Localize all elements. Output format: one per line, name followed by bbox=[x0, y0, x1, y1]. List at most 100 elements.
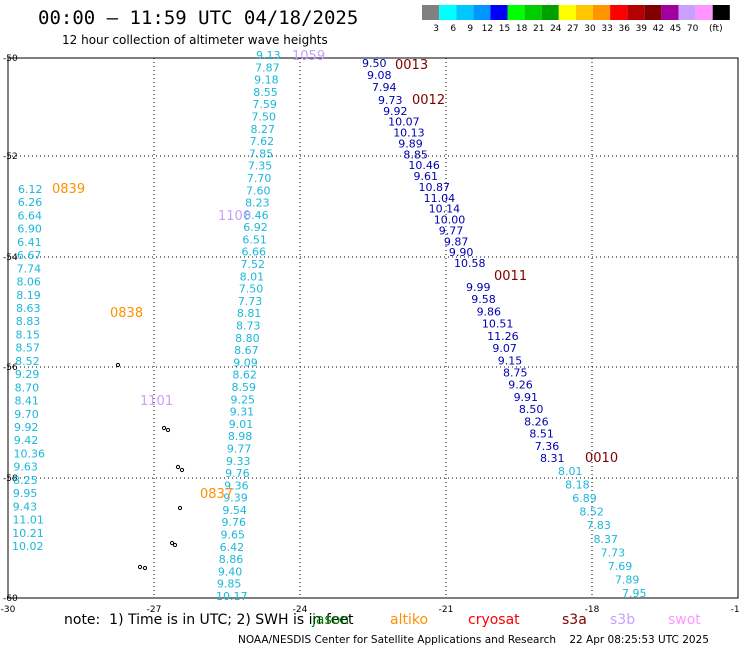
wave-height-value: 9.77 bbox=[227, 442, 252, 455]
wave-height-value: 10.17 bbox=[216, 590, 248, 603]
wave-height-value: 9.85 bbox=[217, 578, 242, 591]
map-subtitle: 12 hour collection of altimeter wave hei… bbox=[62, 33, 328, 47]
wave-height-value: 9.09 bbox=[233, 356, 257, 369]
wave-height-value: 8.52 bbox=[15, 355, 40, 368]
wave-height-value: 7.69 bbox=[608, 560, 633, 573]
legend-tick-label: 24 bbox=[550, 24, 562, 34]
wave-height-value: 6.90 bbox=[17, 223, 42, 236]
pass-time-label: 0839 bbox=[52, 182, 85, 197]
wave-height-value: 10.58 bbox=[454, 257, 486, 270]
pass-time-label: 1101 bbox=[140, 394, 173, 409]
legend-swatch bbox=[678, 5, 696, 20]
wave-height-value: 8.01 bbox=[240, 270, 264, 283]
legend-cryosat: cryosat bbox=[468, 612, 520, 628]
wave-height-value: 7.89 bbox=[615, 573, 640, 586]
wave-height-value: 9.99 bbox=[466, 281, 491, 294]
island-outline bbox=[142, 565, 148, 571]
wave-height-value: 8.63 bbox=[16, 302, 41, 315]
wave-height-value: 9.31 bbox=[230, 406, 255, 419]
wave-height-value: 6.51 bbox=[242, 233, 267, 246]
wave-height-value: 9.43 bbox=[13, 500, 38, 513]
legend-swatch bbox=[712, 5, 730, 20]
wave-height-value: 7.95 bbox=[622, 587, 647, 600]
wave-height-value: 9.58 bbox=[471, 293, 496, 306]
wave-height-value: 7.73 bbox=[601, 546, 626, 559]
island-outline bbox=[175, 464, 181, 470]
wave-height-value: 9.15 bbox=[498, 354, 523, 367]
wave-height-value: 8.15 bbox=[16, 328, 41, 341]
legend-tick-label: 6 bbox=[450, 24, 456, 34]
wave-height-value: 7.83 bbox=[586, 519, 611, 532]
wave-height-value: 8.31 bbox=[540, 452, 565, 465]
lon-tick-label: -30 bbox=[1, 605, 16, 615]
wave-height-value: 9.63 bbox=[13, 461, 38, 474]
lat-tick-label: -60 bbox=[3, 594, 18, 604]
wave-height-value: 7.74 bbox=[17, 262, 41, 275]
legend-tick-label: 42 bbox=[653, 24, 664, 34]
wave-height-value: 9.89 bbox=[398, 137, 423, 150]
wave-height-value: 9.73 bbox=[378, 94, 403, 107]
island-outline bbox=[161, 425, 167, 431]
wave-height-value: 8.25 bbox=[13, 474, 38, 487]
wave-height-value: 7.36 bbox=[535, 440, 560, 453]
wave-height-value: 7.87 bbox=[255, 61, 280, 74]
wave-height-value: 7.50 bbox=[251, 110, 275, 123]
wave-height-value: 9.70 bbox=[14, 408, 39, 421]
legend-tick-label: 36 bbox=[618, 24, 630, 34]
wave-height-value: 9.50 bbox=[362, 57, 387, 70]
wave-height-value: 9.18 bbox=[254, 74, 279, 87]
legend-swatch bbox=[490, 5, 508, 20]
legend-tick-label: 27 bbox=[567, 24, 578, 34]
wave-height-value: 10.07 bbox=[388, 116, 420, 129]
legend-tick-label: 18 bbox=[516, 24, 528, 34]
wave-height-value: 9.36 bbox=[224, 479, 249, 492]
legend-swot: swot bbox=[668, 612, 701, 628]
legend-swatch bbox=[644, 5, 662, 20]
legend-swatch bbox=[695, 5, 713, 20]
coastline-islands bbox=[115, 362, 185, 571]
wave-height-value: 9.25 bbox=[231, 393, 256, 406]
wave-height-value: 7.73 bbox=[238, 295, 263, 308]
wave-height-value: 8.23 bbox=[245, 197, 270, 210]
legend-s3b: s3b bbox=[610, 612, 636, 628]
wave-height-value: 6.64 bbox=[18, 209, 43, 222]
footer-note: note: 1) Time is in UTC; 2) SWH is in fe… bbox=[64, 612, 354, 628]
legend-tick-label: 70 bbox=[687, 24, 699, 34]
legend-swatch bbox=[558, 5, 576, 20]
wave-height-value: 9.39 bbox=[223, 492, 248, 505]
legend-swatch bbox=[541, 5, 559, 20]
lon-tick-label: -27 bbox=[147, 605, 162, 615]
wave-height-value: 6.89 bbox=[572, 492, 597, 505]
island-outline bbox=[165, 427, 171, 433]
island-outline bbox=[177, 505, 183, 511]
wave-height-value: 10.02 bbox=[12, 540, 44, 553]
wave-height-value: 8.26 bbox=[524, 415, 549, 428]
wave-height-value: 11.26 bbox=[487, 330, 518, 343]
wave-height-value: 9.29 bbox=[15, 368, 40, 381]
wave-height-value: 9.86 bbox=[477, 305, 502, 318]
wave-height-value: 8.06 bbox=[16, 276, 40, 289]
wave-height-value: 10.46 bbox=[408, 159, 440, 172]
wave-height-value: 8.57 bbox=[15, 342, 40, 355]
legend-tick-label: 21 bbox=[533, 24, 544, 34]
wave-height-value: 9.42 bbox=[14, 434, 39, 447]
wave-height-value: 8.50 bbox=[519, 403, 544, 416]
lon-tick-label: -21 bbox=[439, 605, 454, 615]
wave-height-value: 9.90 bbox=[449, 246, 474, 259]
island-outline bbox=[169, 540, 175, 546]
wave-height-value: 8.37 bbox=[594, 533, 619, 546]
legend-swatch bbox=[661, 5, 679, 20]
wave-height-value: 8.86 bbox=[219, 553, 244, 566]
legend-altiko: altiko bbox=[390, 612, 429, 628]
island-outline bbox=[137, 564, 143, 570]
wave-height-value: 8.81 bbox=[237, 307, 262, 320]
lon-tick-label: -24 bbox=[293, 605, 308, 615]
wave-height-value: 6.92 bbox=[243, 221, 267, 234]
lat-lon-grid: -50 -52 -54 -56 -58 -60-30 -27 -24 -21 -18 -15 bbox=[1, 54, 740, 615]
wave-height-value: 7.60 bbox=[246, 184, 271, 197]
wave-height-value: 10.00 bbox=[434, 214, 466, 227]
wave-height-value: 10.13 bbox=[393, 127, 425, 140]
wave-height-value: 7.94 bbox=[372, 81, 397, 94]
wave-height-value: 10.87 bbox=[419, 181, 451, 194]
island-outline bbox=[179, 467, 185, 473]
